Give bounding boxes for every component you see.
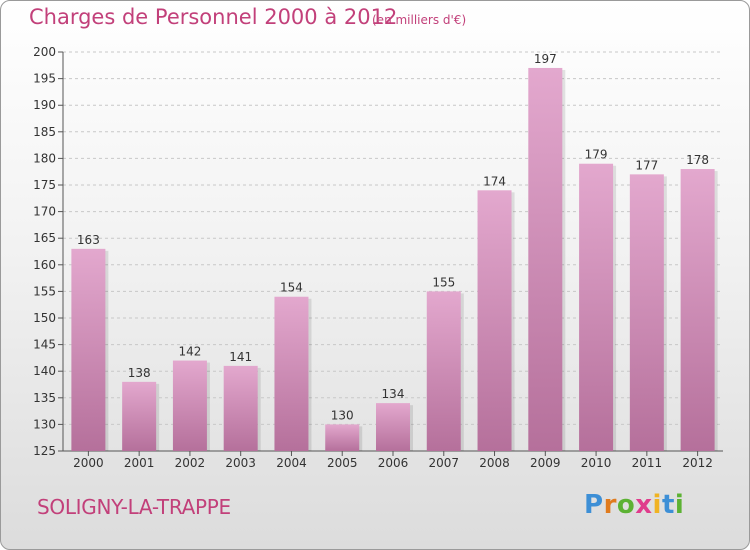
bars [71,67,718,452]
bar [477,190,512,451]
y-tick-label: 165 [33,231,56,245]
brand-letter: P [584,490,604,520]
bar [172,360,207,451]
labels: 125 130 135 140 145 150 155 160 165 170 175 180 185 1… [33,45,713,470]
x-tick-label: 2008 [479,456,510,470]
grid-lines [63,51,723,425]
x-tick-label: 2005 [327,456,358,470]
x-tick-label: 2004 [276,456,307,470]
y-tick-label: 180 [33,151,56,165]
brand-letter: t [661,490,675,520]
bar [629,174,664,452]
x-tick-label: 2003 [225,456,256,470]
x-tick-label: 2010 [581,456,612,470]
data-label: 178 [686,153,709,167]
y-tick-label: 190 [33,98,56,112]
y-tick-label: 135 [33,391,56,405]
data-label: 130 [331,408,354,422]
data-label: 163 [77,233,100,247]
chart-title: Charges de Personnel 2000 à 2012 [29,5,398,29]
y-tick-label: 175 [33,178,56,192]
x-tick-label: 2002 [175,456,206,470]
x-tick-label: 2007 [428,456,459,470]
data-label: 154 [280,281,303,295]
data-label: 134 [382,387,405,401]
brand-letter: i [652,490,662,520]
data-label: 177 [635,158,658,172]
y-tick-label: 130 [33,417,56,431]
data-label: 155 [432,275,455,289]
y-tick-label: 195 [33,72,56,86]
brand-letter: o [616,490,636,520]
y-tick-label: 155 [33,284,56,298]
y-tick-label: 150 [33,311,56,325]
x-tick-label: 2006 [378,456,409,470]
commune-name: SOLIGNY-LA-TRAPPE [37,495,231,519]
data-label: 179 [585,148,608,162]
brand-logo: Proxiti [584,490,684,520]
bar [71,248,106,451]
brand-letter: x [635,490,653,520]
x-tick-label: 2001 [124,456,155,470]
data-label: 142 [178,345,201,359]
bar [528,67,563,452]
data-label: 174 [483,174,506,188]
y-tick-label: 170 [33,205,56,219]
bar [122,381,157,451]
bar [680,169,715,452]
x-tick-label: 2012 [682,456,713,470]
brand-letter: r [603,490,617,520]
brand-letter: i [674,490,685,520]
y-tick-label: 160 [33,258,56,272]
bar [223,365,258,451]
x-tick-label: 2000 [73,456,104,470]
bar [274,296,309,451]
y-tick-label: 185 [33,125,56,139]
y-tick-label: 145 [33,338,56,352]
chart-subtitle: (en milliers d'€) [372,13,467,27]
x-tick-label: 2009 [530,456,561,470]
y-tick-label: 125 [33,444,56,458]
x-tick-label: 2011 [632,456,663,470]
bar [426,291,461,451]
data-label: 141 [229,350,252,364]
y-tick-label: 200 [33,45,56,59]
y-tick-label: 140 [33,364,56,378]
bar [376,403,410,451]
bar [579,163,614,451]
bar [325,424,360,451]
data-label: 197 [534,52,557,66]
data-label: 138 [128,366,151,380]
